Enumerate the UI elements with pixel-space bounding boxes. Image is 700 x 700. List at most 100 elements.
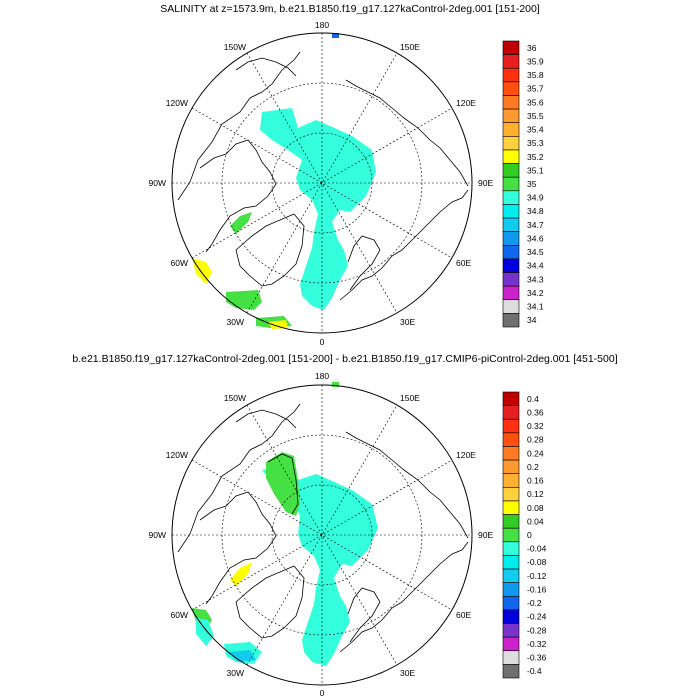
panel-2-field-yellow-baffin [230, 562, 252, 586]
panel-1-lon-180: 180 [315, 20, 329, 30]
panel-2-field-green-beaufort [266, 452, 300, 516]
panel-2-lon-0: 0 [320, 688, 325, 698]
panel-1-coast-europe [339, 189, 469, 301]
panel-1-field-green-atlantic [226, 290, 262, 310]
panel-1-lon-120w: 120W [166, 98, 188, 108]
colorbar-swatch [502, 190, 520, 205]
panel-2-coast-greenland [235, 565, 305, 639]
colorbar-label: 0.24 [527, 448, 544, 458]
panel-1-graticule [172, 33, 472, 333]
panel-2-coast-scandinavia [347, 587, 381, 643]
panel-2-lon-90w: 90W [149, 530, 166, 540]
colorbar-label: 35.4 [527, 125, 544, 135]
panel-1-map [171, 32, 473, 334]
colorbar-label: 0.04 [527, 516, 544, 526]
colorbar-label: 35.5 [527, 111, 544, 121]
panel-2-lon-150w: 150W [224, 393, 246, 403]
panel-1-field-yellow-south [268, 320, 288, 329]
panel-1: SALINITY at z=1573.9m, b.e21.B1850.f19_g… [149, 3, 544, 347]
panel-1-lon-90w: 90W [149, 178, 166, 188]
colorbar-label: 0.32 [527, 421, 544, 431]
panel-2-map [171, 382, 473, 686]
colorbar-label: 0 [527, 530, 532, 540]
panel-2-map-border [171, 384, 473, 686]
colorbar-label: 35.1 [527, 165, 544, 175]
panel-2-contour-beaufort [267, 453, 299, 515]
panel-1-coast-canada-arch [199, 139, 277, 253]
colorbar-label: 34 [527, 315, 537, 325]
panel-2-lon-60w: 60W [171, 610, 188, 620]
colorbar-swatch [502, 636, 520, 652]
colorbar-swatch [502, 258, 520, 273]
colorbar-swatch [502, 95, 520, 110]
colorbar-swatch [502, 313, 520, 328]
panel-1-colorbar: 36 35.9 35.8 35.7 35.6 35.5 35.4 35.3 35.2 35.1 35… [502, 40, 544, 328]
colorbar-label: -0.16 [527, 584, 547, 594]
colorbar-label: 34.4 [527, 261, 544, 271]
colorbar-label: 35.6 [527, 97, 544, 107]
panel-1-map-border [171, 32, 473, 334]
panel-1-lon-60e: 60E [456, 258, 471, 268]
colorbar-label: -0.32 [527, 639, 547, 649]
colorbar-label: 34.5 [527, 247, 544, 257]
panel-1-lon-30e: 30E [400, 317, 415, 327]
panel-1-lon-labels: 180 0 90W 90E 150W 120W 150E 120E 60W 30… [149, 20, 494, 347]
panel-2-coastlines [177, 403, 469, 653]
colorbar-swatch [502, 650, 520, 665]
colorbar-label: 34.1 [527, 302, 544, 312]
colorbar-swatch [502, 405, 520, 420]
panel-2-lon-labels: 180 0 90W 90E 150W 120W 150E 120E 60W 30… [149, 371, 494, 698]
panel-2-coast-siberia [345, 431, 469, 539]
colorbar-swatch [502, 432, 520, 447]
colorbar-swatch [502, 514, 520, 529]
colorbar-swatch [502, 54, 520, 69]
panel-1-coast-siberia [345, 79, 469, 187]
colorbar-swatch [502, 418, 520, 434]
colorbar-label: 0.08 [527, 503, 544, 513]
panel-1-lon-120e: 120E [456, 98, 476, 108]
colorbar-label: 0.28 [527, 435, 544, 445]
panel-2-field [192, 382, 378, 666]
panel-1-coast-greenland [235, 213, 305, 287]
panel-2-lon-90e: 90E [478, 530, 493, 540]
panel-2-coast-north-america [177, 403, 301, 553]
panel-1-coast-north-america [177, 51, 301, 201]
colorbar-swatch [502, 136, 520, 151]
colorbar-swatch [502, 204, 520, 219]
panel-2-field-blue-atlantic [228, 650, 256, 662]
colorbar-swatch [502, 487, 520, 502]
colorbar-swatch [502, 299, 520, 314]
colorbar-label: 34.2 [527, 288, 544, 298]
colorbar-label: 34.8 [527, 206, 544, 216]
panel-2-lon-180: 180 [315, 371, 329, 381]
panel-1-lon-90e: 90E [478, 178, 493, 188]
colorbar-swatch [502, 623, 520, 638]
panel-2-lon-120w: 120W [166, 450, 188, 460]
colorbar-label: 34.7 [527, 220, 544, 230]
panel-2-lon-30e: 30E [400, 668, 415, 678]
colorbar-swatch [502, 67, 520, 83]
colorbar-swatch [502, 473, 520, 488]
colorbar-swatch [502, 285, 520, 301]
colorbar-swatch [502, 272, 520, 287]
colorbar-label: -0.12 [527, 571, 547, 581]
panel-1-title: SALINITY at z=1573.9m, b.e21.B1850.f19_g… [160, 3, 540, 15]
panel-1-lon-150e: 150E [400, 42, 420, 52]
panel-1-field-yellow-labrador [192, 258, 212, 284]
panel-2-lon-150e: 150E [400, 393, 420, 403]
colorbar-swatch [502, 664, 520, 679]
colorbar-swatch [502, 40, 520, 55]
colorbar-label: 0.2 [527, 462, 539, 472]
colorbar-label: -0.28 [527, 625, 547, 635]
colorbar-swatch [502, 555, 520, 570]
colorbar-label: -0.24 [527, 612, 547, 622]
colorbar-label: 0.12 [527, 489, 544, 499]
panel-1-lon-60w: 60W [171, 258, 188, 268]
colorbar-swatch [502, 609, 520, 624]
colorbar-label: 35.3 [527, 138, 544, 148]
panel-1-field [192, 33, 376, 329]
panel-1-field-blue-pole [332, 33, 339, 38]
colorbar-label: 0.36 [527, 407, 544, 417]
colorbar-swatch [502, 217, 520, 232]
